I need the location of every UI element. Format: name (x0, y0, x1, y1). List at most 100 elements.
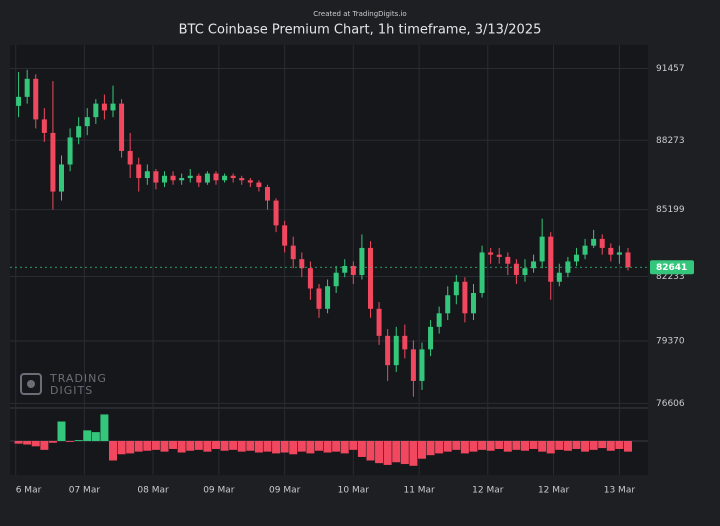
candle-body (608, 247, 614, 255)
premium-bar (426, 441, 435, 456)
candle-body (531, 261, 537, 269)
candle-body (410, 349, 416, 381)
candle-body (179, 178, 185, 181)
premium-bar (323, 441, 332, 453)
watermark-logo (20, 373, 42, 395)
premium-bar (203, 441, 212, 452)
y-tick-label: 82233 (656, 272, 685, 282)
watermark-logo-dot (27, 380, 35, 388)
premium-bar (306, 441, 315, 454)
premium-bar (606, 441, 615, 451)
premium-bar (581, 441, 590, 452)
chart-title: BTC Coinbase Premium Chart, 1h timeframe… (179, 23, 542, 38)
premium-bar (108, 441, 117, 461)
candle-body (170, 175, 176, 181)
premium-bar (143, 441, 152, 451)
premium-bar (469, 441, 478, 452)
candle-body (522, 268, 528, 275)
premium-bar (289, 441, 298, 455)
premium-bar (598, 441, 607, 449)
candle-body (419, 349, 425, 381)
x-tick-label: 10 Mar (338, 486, 370, 496)
candle-body (299, 259, 305, 269)
premium-bar (91, 432, 100, 441)
candle-body (230, 175, 236, 179)
premium-bar (272, 441, 281, 454)
premium-bar (340, 441, 349, 454)
candle-body (196, 175, 202, 183)
candle-body (548, 236, 554, 282)
premium-bar (263, 441, 272, 452)
candle-body (539, 236, 545, 262)
candle-body (256, 182, 262, 188)
premium-bar (478, 441, 487, 450)
candle-body (445, 295, 451, 314)
premium-bar (194, 441, 203, 450)
candle-body (488, 252, 494, 255)
premium-bar (495, 441, 504, 449)
premium-bar (400, 441, 409, 465)
x-tick-label: 12 Mar (538, 486, 570, 496)
candle-body (428, 326, 434, 350)
premium-bar (349, 441, 358, 450)
premium-bar (417, 441, 426, 459)
candle-body (470, 293, 476, 314)
candle-body (496, 254, 502, 257)
premium-bar (126, 441, 135, 454)
candle-body (67, 137, 73, 165)
candle-body (290, 245, 296, 260)
premium-bar (134, 441, 143, 452)
premium-bar (74, 440, 83, 441)
x-tick-label: 13 Mar (604, 486, 636, 496)
candle-body (84, 117, 90, 127)
premium-bar (503, 441, 512, 452)
candle-body (591, 238, 597, 246)
candle-body (505, 256, 511, 264)
watermark: TRADING DIGITS (20, 372, 106, 397)
candle-body (376, 308, 382, 336)
candle-body (307, 268, 313, 289)
candle-body (213, 173, 219, 181)
last-price-box (650, 260, 694, 275)
candle-body (153, 171, 159, 183)
premium-bar (237, 441, 246, 452)
premium-bar (563, 441, 572, 451)
premium-bar (443, 441, 452, 452)
premium-bar (48, 441, 57, 443)
premium-bar (254, 441, 263, 453)
candle-body (625, 252, 631, 268)
premium-bar (117, 441, 126, 455)
premium-bar (357, 441, 366, 457)
candle-body (222, 175, 228, 181)
last-price-label: 82641 (656, 263, 687, 273)
x-tick-label: 12 Mar (472, 486, 504, 496)
candle-body (264, 187, 270, 201)
premium-bar (31, 441, 40, 447)
candle-body (402, 335, 408, 350)
premium-bar (177, 441, 186, 453)
premium-bar (546, 441, 555, 454)
premium-bar (57, 421, 66, 441)
premium-bar (66, 441, 75, 442)
premium-bar (538, 441, 547, 452)
candle-body (161, 175, 167, 183)
premium-bar (623, 441, 632, 452)
candle-body (136, 164, 142, 179)
candle-body (273, 200, 279, 226)
candle-body (187, 175, 193, 179)
candle-body (316, 288, 322, 309)
candle-body (58, 164, 64, 192)
x-tick-label: 6 Mar (16, 486, 42, 496)
premium-bar (169, 441, 178, 449)
candle-body (76, 126, 82, 138)
candle-body (144, 171, 150, 179)
premium-bar (220, 441, 229, 451)
candle-body (33, 78, 39, 120)
candle-body (342, 265, 348, 273)
premium-bar (555, 441, 564, 450)
candle-body (93, 103, 99, 118)
candle-body (453, 281, 459, 296)
candle-body (239, 178, 245, 181)
